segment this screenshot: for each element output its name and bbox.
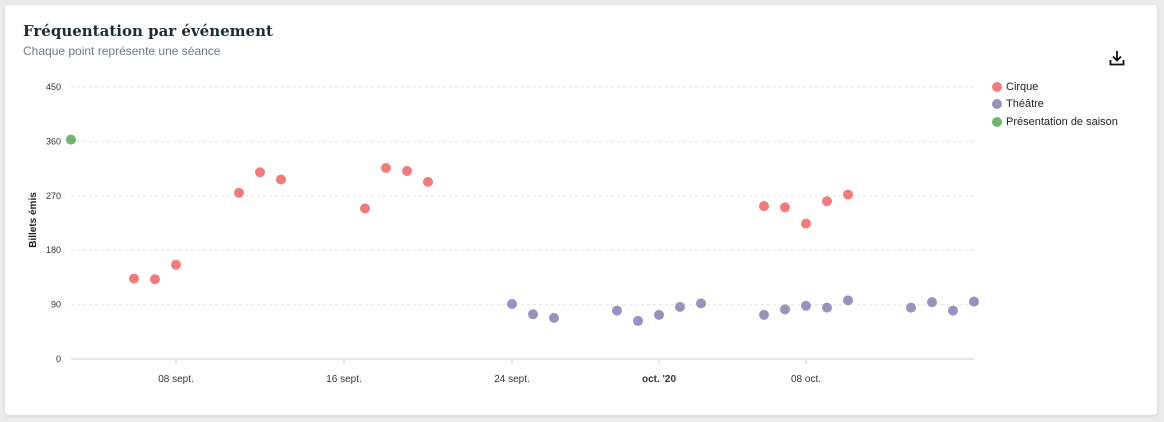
- x-tick-label: 24 sept.: [494, 374, 530, 385]
- legend-label: Théâtre: [1006, 98, 1044, 111]
- data-point[interactable]: [423, 176, 433, 187]
- data-point[interactable]: [234, 187, 244, 198]
- data-point[interactable]: [150, 274, 160, 285]
- legend-marker: [992, 99, 1002, 110]
- download-icon[interactable]: [1107, 48, 1127, 68]
- data-point[interactable]: [969, 296, 979, 307]
- data-point[interactable]: [696, 298, 706, 309]
- data-point[interactable]: [759, 309, 769, 320]
- grid-lines: [71, 86, 974, 306]
- legend-item[interactable]: Présentation de saison: [992, 113, 1118, 131]
- y-tick-label: 180: [46, 245, 61, 255]
- legend-label: Présentation de saison: [1006, 115, 1118, 128]
- x-axis: 08 sept. 16 sept. 24 sept. oct. '20 08 oct.: [71, 358, 974, 385]
- data-point[interactable]: [381, 162, 391, 173]
- legend: Cirque Théâtre Présentation de saison: [992, 78, 1118, 131]
- chart-card: Fréquentation par événement Chaque point…: [5, 5, 1157, 415]
- data-point[interactable]: [66, 134, 76, 145]
- y-tick-label: 0: [56, 354, 61, 364]
- data-point[interactable]: [507, 298, 517, 309]
- y-axis-label: Billets émis: [28, 192, 39, 248]
- data-point[interactable]: [549, 312, 559, 323]
- data-point[interactable]: [528, 309, 538, 320]
- chart-subtitle: Chaque point représente une séance: [23, 44, 221, 58]
- data-point[interactable]: [360, 203, 370, 214]
- data-point[interactable]: [276, 174, 286, 185]
- y-axis-ticks: 0 90 180 270 360 450: [46, 82, 61, 364]
- data-point[interactable]: [171, 259, 181, 270]
- data-point[interactable]: [801, 300, 811, 311]
- data-point[interactable]: [255, 167, 265, 178]
- data-point[interactable]: [654, 309, 664, 320]
- data-point[interactable]: [822, 196, 832, 207]
- x-tick-label: 08 sept.: [158, 374, 194, 385]
- data-point[interactable]: [129, 273, 139, 284]
- data-point[interactable]: [801, 218, 811, 229]
- data-point[interactable]: [822, 302, 832, 313]
- data-point[interactable]: [843, 295, 853, 306]
- y-tick-label: 450: [46, 82, 61, 92]
- y-tick-label: 360: [46, 136, 61, 146]
- download-icon-graphic: [1109, 51, 1125, 66]
- y-tick-label: 270: [46, 191, 61, 201]
- data-point[interactable]: [780, 202, 790, 213]
- legend-label: Cirque: [1006, 80, 1039, 93]
- data-point[interactable]: [843, 189, 853, 200]
- data-point[interactable]: [402, 166, 412, 177]
- series-group: [66, 134, 76, 145]
- x-tick-label: oct. '20: [642, 374, 676, 385]
- legend-item[interactable]: Cirque: [992, 78, 1118, 96]
- legend-item[interactable]: Théâtre: [992, 96, 1118, 114]
- legend-marker: [992, 116, 1002, 127]
- legend-marker: [992, 81, 1002, 92]
- series-group: [129, 162, 853, 285]
- data-point[interactable]: [906, 302, 916, 313]
- chart-title: Fréquentation par événement: [23, 22, 273, 40]
- data-points: [66, 134, 979, 326]
- data-point[interactable]: [612, 305, 622, 316]
- y-tick-label: 90: [51, 300, 61, 310]
- x-tick-label: 16 sept.: [326, 374, 362, 385]
- data-point[interactable]: [759, 201, 769, 212]
- data-point[interactable]: [927, 297, 937, 308]
- data-point[interactable]: [675, 302, 685, 313]
- x-tick-label: 08 oct.: [791, 374, 821, 385]
- data-point[interactable]: [948, 305, 958, 316]
- data-point[interactable]: [633, 315, 643, 326]
- series-group: [507, 295, 979, 326]
- data-point[interactable]: [780, 304, 790, 315]
